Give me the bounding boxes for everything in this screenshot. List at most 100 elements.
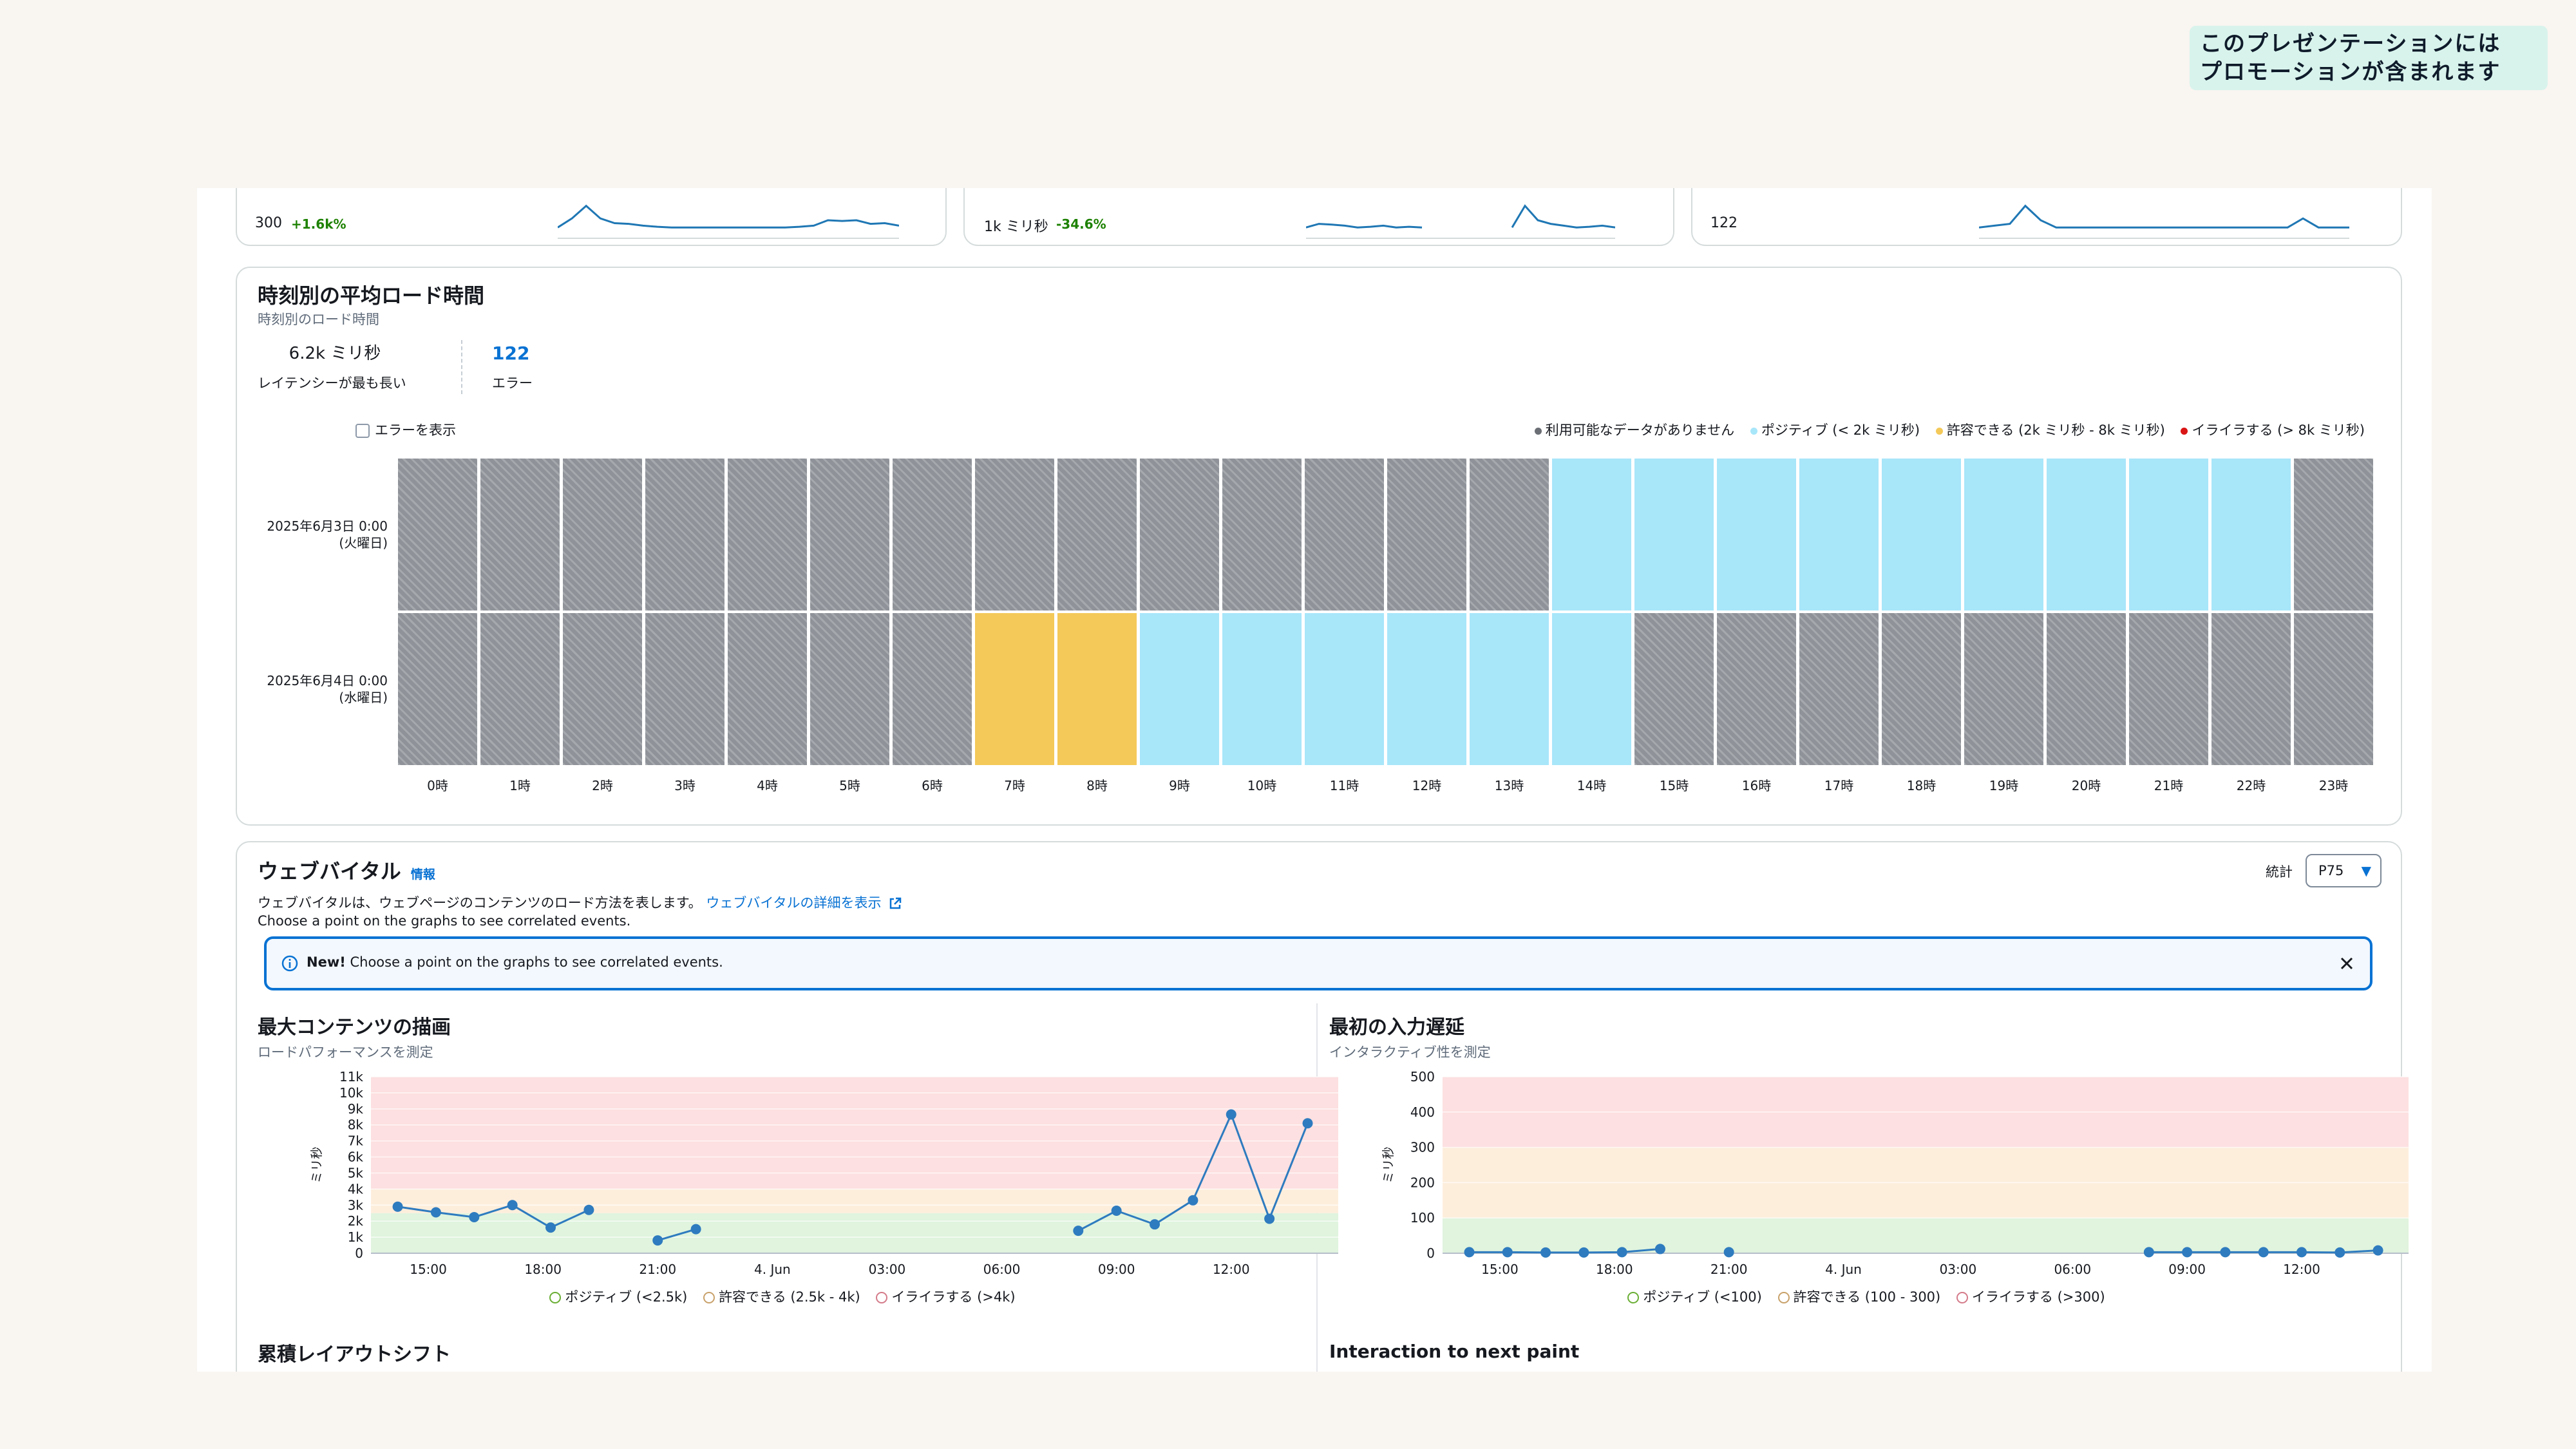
- data-point[interactable]: [1302, 1118, 1313, 1129]
- heatmap-cell[interactable]: [1964, 459, 2043, 611]
- heatmap-cell[interactable]: [2129, 459, 2208, 611]
- heatmap-cell[interactable]: [893, 613, 972, 765]
- heatmap-cell[interactable]: [645, 459, 724, 611]
- heatmap-cell[interactable]: [975, 459, 1054, 611]
- data-point[interactable]: [690, 1224, 701, 1235]
- statistic-select[interactable]: P75 ▼: [2306, 854, 2382, 887]
- data-point[interactable]: [545, 1222, 556, 1233]
- x-tick-label: 4. Jun: [754, 1262, 791, 1277]
- heatmap-cell[interactable]: [2047, 613, 2126, 765]
- heatmap-cell[interactable]: [1140, 613, 1219, 765]
- y-tick-label: 6k: [348, 1150, 364, 1165]
- data-point[interactable]: [1723, 1247, 1734, 1258]
- info-link[interactable]: 情報: [410, 867, 435, 882]
- web-vitals-details-link[interactable]: ウェブバイタルの詳細を表示: [706, 895, 882, 911]
- heatmap-cell[interactable]: [1057, 459, 1137, 611]
- heatmap-cell[interactable]: [975, 613, 1054, 765]
- stat-errors: 122 エラー: [492, 343, 533, 392]
- data-point[interactable]: [1616, 1247, 1627, 1258]
- show-errors-checkbox[interactable]: エラーを表示: [355, 420, 456, 439]
- heatmap-cell[interactable]: [1470, 613, 1549, 765]
- heatmap-cell[interactable]: [1140, 459, 1219, 611]
- data-point[interactable]: [1226, 1109, 1236, 1120]
- fid-chart-subtitle: インタラクティブ性を測定: [1329, 1045, 1491, 1060]
- heatmap-row-label: 2025年6月3日 0:00 (火曜日): [250, 518, 388, 551]
- data-point[interactable]: [2182, 1247, 2193, 1258]
- checkbox-box[interactable]: [355, 424, 370, 438]
- heatmap-cell[interactable]: [1222, 459, 1302, 611]
- data-point[interactable]: [2258, 1247, 2269, 1258]
- lcp-chart-legend: ポジティブ (<2.5k) 許容できる (2.5k - 4k) イライラする (…: [237, 1287, 1316, 1306]
- heatmap-cell[interactable]: [2129, 613, 2208, 765]
- data-point[interactable]: [1073, 1226, 1084, 1236]
- data-point[interactable]: [1264, 1213, 1275, 1224]
- heatmap-cell[interactable]: [645, 613, 724, 765]
- data-point[interactable]: [2296, 1247, 2307, 1258]
- heatmap-cell[interactable]: [1470, 459, 1549, 611]
- data-point[interactable]: [1578, 1247, 1589, 1258]
- heatmap-cell[interactable]: [563, 613, 642, 765]
- heatmap-cell[interactable]: [1717, 459, 1796, 611]
- heatmap-cell[interactable]: [1717, 613, 1796, 765]
- data-point[interactable]: [2143, 1247, 2154, 1258]
- data-point[interactable]: [1188, 1195, 1198, 1206]
- heatmap-hour-label: 13時: [1494, 778, 1524, 793]
- cls-chart-title: 累積レイアウトシフト: [258, 1343, 451, 1366]
- data-point[interactable]: [430, 1207, 441, 1218]
- heatmap-cell[interactable]: [1387, 459, 1466, 611]
- heatmap-cell[interactable]: [1882, 459, 1961, 611]
- heatmap-cell[interactable]: [1305, 459, 1384, 611]
- heatmap-cell[interactable]: [728, 613, 807, 765]
- heatmap-cell[interactable]: [480, 459, 560, 611]
- data-point[interactable]: [507, 1200, 518, 1211]
- x-tick-label: 03:00: [1940, 1262, 1977, 1277]
- data-point[interactable]: [1502, 1247, 1513, 1258]
- data-point[interactable]: [1654, 1244, 1665, 1255]
- data-point[interactable]: [392, 1201, 403, 1212]
- data-point[interactable]: [2220, 1247, 2231, 1258]
- heatmap-cell[interactable]: [398, 459, 477, 611]
- data-point[interactable]: [2372, 1245, 2383, 1256]
- heatmap-cell[interactable]: [1305, 613, 1384, 765]
- data-point[interactable]: [1464, 1247, 1475, 1258]
- heatmap-cell[interactable]: [1387, 613, 1466, 765]
- row-date: 2025年6月4日 0:00: [267, 673, 388, 688]
- data-point[interactable]: [469, 1211, 480, 1222]
- heatmap-cell[interactable]: [2211, 459, 2291, 611]
- heatmap-cell[interactable]: [1882, 613, 1961, 765]
- heatmap-cell[interactable]: [2047, 459, 2126, 611]
- threshold-band: [371, 1213, 1338, 1253]
- heatmap-cell[interactable]: [1964, 613, 2043, 765]
- heatmap-cell[interactable]: [480, 613, 560, 765]
- legend-positive-dot: [1750, 427, 1757, 435]
- heatmap-cell[interactable]: [2211, 613, 2291, 765]
- heatmap-cell[interactable]: [1634, 613, 1714, 765]
- heatmap-hour-label: 12時: [1412, 778, 1442, 793]
- data-point[interactable]: [2334, 1247, 2345, 1258]
- heatmap-cell[interactable]: [1799, 613, 1879, 765]
- y-tick-label: 8k: [348, 1117, 364, 1133]
- heatmap-cell[interactable]: [810, 459, 889, 611]
- heatmap-cell[interactable]: [728, 459, 807, 611]
- heatmap-cell[interactable]: [1057, 613, 1137, 765]
- heatmap-cell[interactable]: [1552, 459, 1631, 611]
- data-point[interactable]: [583, 1204, 594, 1215]
- data-point[interactable]: [1111, 1205, 1122, 1216]
- data-point[interactable]: [652, 1235, 663, 1246]
- heatmap-cell[interactable]: [810, 613, 889, 765]
- heatmap-cell[interactable]: [1799, 459, 1879, 611]
- errors-count-link[interactable]: 122: [492, 343, 530, 364]
- heatmap-cell[interactable]: [563, 459, 642, 611]
- heatmap-cell[interactable]: [893, 459, 972, 611]
- close-icon[interactable]: [2338, 954, 2356, 972]
- heatmap-cell[interactable]: [1634, 459, 1714, 611]
- heatmap-cell[interactable]: [2294, 613, 2373, 765]
- heatmap-cell[interactable]: [2294, 459, 2373, 611]
- external-link-icon[interactable]: [888, 896, 902, 911]
- heatmap-hour-label: 6時: [922, 778, 943, 793]
- heatmap-cell[interactable]: [1222, 613, 1302, 765]
- data-point[interactable]: [1540, 1247, 1551, 1258]
- data-point[interactable]: [1150, 1219, 1160, 1230]
- heatmap-cell[interactable]: [398, 613, 477, 765]
- heatmap-cell[interactable]: [1552, 613, 1631, 765]
